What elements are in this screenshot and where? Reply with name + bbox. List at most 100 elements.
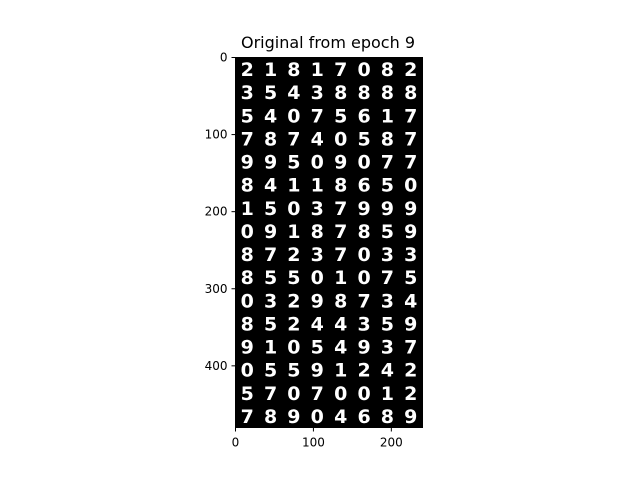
digit-cell: 2 [404, 383, 417, 405]
digit-cell: 7 [404, 105, 417, 127]
digit-cell: 9 [264, 152, 277, 174]
digit-cell: 9 [404, 221, 417, 243]
digit-cell: 1 [381, 105, 394, 127]
digit-cell: 4 [404, 290, 417, 312]
digit-cell: 6 [357, 175, 370, 197]
digit-cell: 7 [404, 337, 417, 359]
digit-cell: 9 [311, 290, 324, 312]
digit-cell: 6 [357, 105, 370, 127]
digit-cell: 8 [381, 82, 394, 104]
digit-cell: 7 [241, 406, 254, 428]
digit-cell: 0 [357, 267, 370, 289]
digit-cell: 1 [381, 383, 394, 405]
y-tick-label: 100 [205, 128, 228, 142]
digit-cell: 7 [264, 383, 277, 405]
digit-cell: 2 [404, 59, 417, 81]
digit-cell: 5 [381, 313, 394, 335]
digit-cell: 9 [334, 152, 347, 174]
digit-cell: 7 [357, 290, 370, 312]
digit-cell: 7 [311, 383, 324, 405]
digit-cell: 4 [334, 313, 347, 335]
digit-cell: 8 [334, 290, 347, 312]
digit-cell: 7 [334, 198, 347, 220]
digit-cell: 3 [357, 313, 370, 335]
digit-cell: 4 [334, 406, 347, 428]
digit-cell: 0 [357, 383, 370, 405]
digit-cell: 1 [264, 337, 277, 359]
digit-cell: 9 [404, 313, 417, 335]
digit-cell: 0 [311, 152, 324, 174]
digit-cell: 7 [404, 128, 417, 150]
digit-cell: 8 [357, 82, 370, 104]
digit-cell: 2 [287, 244, 300, 266]
digit-cell: 5 [241, 105, 254, 127]
digit-cell: 7 [404, 152, 417, 174]
digit-cell: 0 [404, 175, 417, 197]
digit-cell: 1 [334, 267, 347, 289]
digit-cell: 5 [264, 198, 277, 220]
digit-cell: 9 [357, 198, 370, 220]
x-tick-label: 100 [302, 436, 325, 450]
digit-cell: 9 [357, 337, 370, 359]
digit-cell: 8 [311, 221, 324, 243]
digit-cell: 8 [334, 175, 347, 197]
digit-cell: 7 [264, 244, 277, 266]
digit-grid: 2 1 8 1 7 0 8 23 5 4 3 8 8 8 85 4 0 7 5 6 1 77 8 7 4 0 5 8 79 9 5 0 9 0 7 7… [241, 59, 418, 428]
digit-cell: 4 [264, 105, 277, 127]
digit-cell: 5 [287, 360, 300, 382]
digit-cell: 3 [264, 290, 277, 312]
digit-cell: 0 [287, 198, 300, 220]
digit-cell: 1 [287, 221, 300, 243]
digit-cell: 5 [264, 267, 277, 289]
digit-cell: 3 [381, 244, 394, 266]
digit-cell: 1 [334, 360, 347, 382]
digit-cell: 1 [311, 175, 324, 197]
axes-frame [235, 57, 423, 428]
digit-cell: 0 [287, 337, 300, 359]
digit-cell: 8 [241, 267, 254, 289]
digit-cell: 3 [311, 198, 324, 220]
digit-cell: 3 [381, 290, 394, 312]
digit-cell: 2 [404, 360, 417, 382]
digit-cell: 9 [241, 152, 254, 174]
y-axis: 0 100 200 300 400 [205, 51, 236, 373]
digit-cell: 4 [264, 175, 277, 197]
digit-cell: 8 [264, 128, 277, 150]
y-tick-label: 200 [205, 205, 228, 219]
digit-cell: 5 [357, 128, 370, 150]
digit-cell: 9 [404, 198, 417, 220]
digit-cell: 4 [381, 360, 394, 382]
digit-cell: 8 [241, 175, 254, 197]
digit-cell: 0 [241, 290, 254, 312]
digit-cell: 0 [241, 221, 254, 243]
digit-cell: 0 [241, 360, 254, 382]
digit-cell: 3 [404, 244, 417, 266]
digit-cell: 7 [381, 267, 394, 289]
digit-cell: 0 [357, 152, 370, 174]
digit-cell: 5 [381, 175, 394, 197]
digit-cell: 2 [241, 59, 254, 81]
digit-cell: 8 [287, 59, 300, 81]
y-tick-label: 0 [220, 51, 228, 65]
x-tick-label: 0 [232, 436, 240, 450]
digit-cell: 8 [357, 221, 370, 243]
digit-cell: 8 [241, 313, 254, 335]
image-area: 2 1 8 1 7 0 8 23 5 4 3 8 8 8 85 4 0 7 5 6 1 77 8 7 4 0 5 8 79 9 5 0 9 0 7 7… [235, 57, 423, 428]
digit-cell: 5 [287, 267, 300, 289]
digit-cell: 0 [311, 406, 324, 428]
digit-cell: 5 [241, 383, 254, 405]
digit-cell: 0 [334, 383, 347, 405]
digit-cell: 9 [404, 406, 417, 428]
digit-cell: 7 [381, 152, 394, 174]
digit-cell: 6 [357, 406, 370, 428]
digit-cell: 5 [264, 82, 277, 104]
digit-cell: 3 [241, 82, 254, 104]
digit-cell: 8 [404, 82, 417, 104]
digit-cell: 2 [287, 290, 300, 312]
y-tick-label: 300 [205, 282, 228, 296]
digit-cell: 7 [334, 59, 347, 81]
digit-cell: 4 [311, 128, 324, 150]
digit-cell: 0 [334, 128, 347, 150]
digit-cell: 5 [311, 337, 324, 359]
